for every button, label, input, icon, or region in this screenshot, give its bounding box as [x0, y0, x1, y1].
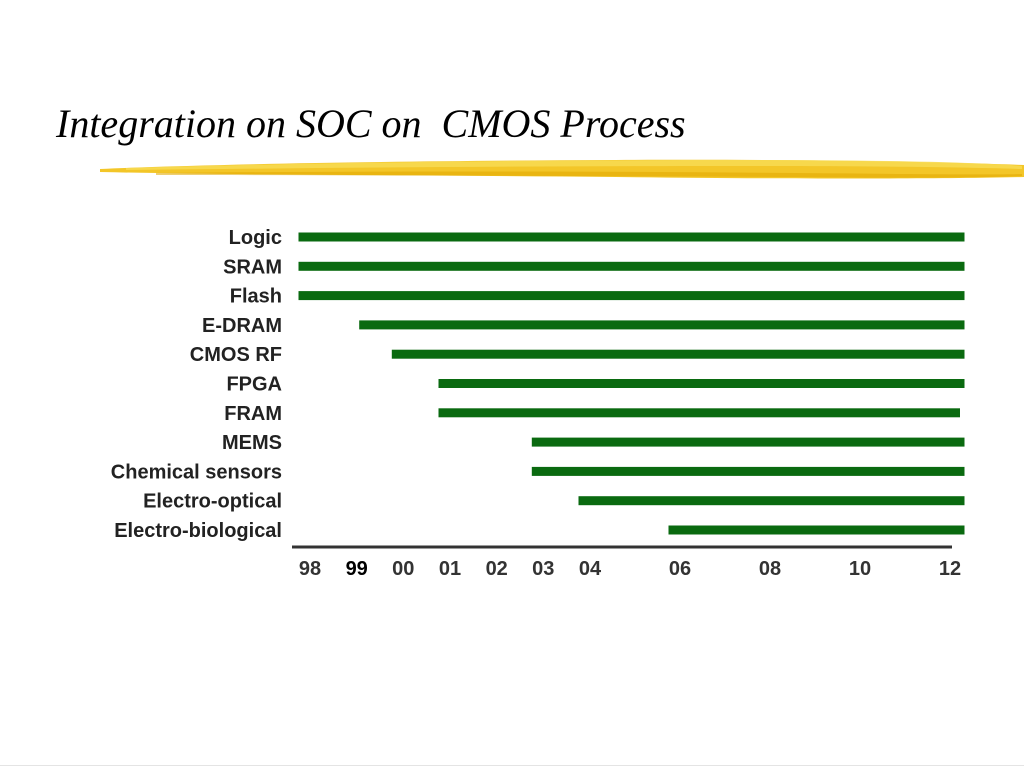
row-label-fram: FRAM: [224, 403, 282, 425]
slide-title: Integration on SOC on CMOS Process: [56, 101, 686, 146]
bar-e-dram: [358, 319, 966, 331]
row-label-electro-optical: Electro-optical: [143, 491, 282, 513]
row-label-flash: Flash: [230, 286, 282, 308]
row-labels: Logic SRAM Flash E-DRAM CMOS RF FPGA FRAM MEMS C…: [111, 227, 282, 542]
x-tick-label-01: 01: [439, 558, 461, 580]
row-label-e-dram: E-DRAM: [202, 315, 282, 337]
x-tick-label-10: 10: [849, 558, 871, 580]
bars: [297, 231, 966, 536]
title-underline-brushstroke: [100, 159, 1024, 179]
x-tick-label-04: 04: [579, 558, 602, 580]
row-label-cmos-rf: CMOS RF: [190, 344, 282, 366]
bar-electro-biological: [667, 524, 966, 536]
x-tick-label-03: 03: [532, 558, 554, 580]
x-tick-label-00: 00: [392, 558, 414, 580]
bar-sram: [297, 260, 966, 272]
bar-fpga: [437, 378, 966, 389]
footer-divider: [0, 765, 1024, 766]
bar-logic: [297, 231, 966, 243]
bar-cmos-rf: [390, 348, 966, 360]
bar-mems: [530, 436, 966, 448]
x-axis-tick-labels: 98 99 00 01 02 03 04 06 08 10 12: [299, 558, 961, 580]
bar-flash: [297, 290, 966, 302]
bar-chemical-sensors: [530, 465, 966, 477]
row-label-logic: Logic: [229, 227, 282, 249]
bar-fram: [437, 407, 961, 419]
row-label-electro-biological: Electro-biological: [114, 520, 282, 542]
row-label-mems: MEMS: [222, 432, 282, 454]
row-label-sram: SRAM: [223, 256, 282, 278]
x-tick-label-99: 99: [346, 558, 368, 580]
x-tick-label-02: 02: [486, 558, 508, 580]
x-tick-label-98: 98: [299, 558, 321, 580]
x-tick-label-08: 08: [759, 558, 781, 580]
x-tick-label-06: 06: [669, 558, 691, 580]
row-label-fpga: FPGA: [226, 374, 282, 396]
bar-electro-optical: [577, 495, 966, 507]
x-tick-label-12: 12: [939, 558, 961, 580]
row-label-chemical-sensors: Chemical sensors: [111, 461, 282, 483]
